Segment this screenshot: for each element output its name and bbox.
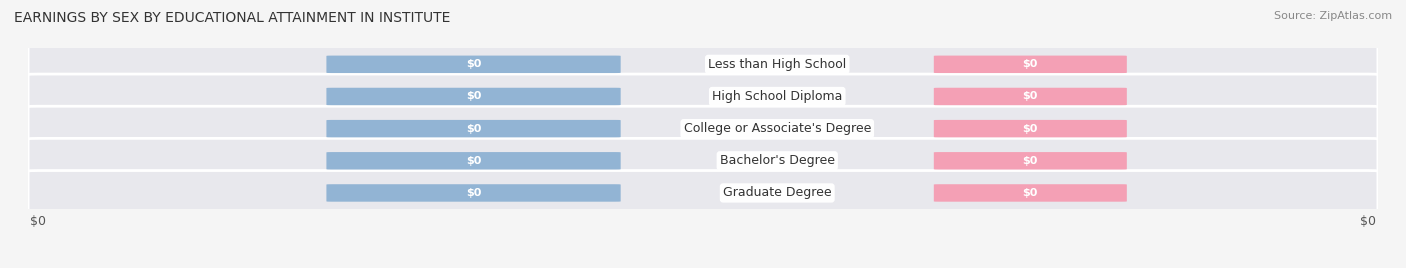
Text: $0: $0 [1022,59,1038,69]
FancyBboxPatch shape [326,55,620,73]
Text: Less than High School: Less than High School [709,58,846,71]
FancyBboxPatch shape [326,184,620,202]
FancyBboxPatch shape [28,138,1378,183]
Legend: Male, Female: Male, Female [634,263,772,268]
Text: Graduate Degree: Graduate Degree [723,187,831,199]
Text: $0: $0 [465,91,481,102]
Text: Source: ZipAtlas.com: Source: ZipAtlas.com [1274,11,1392,21]
FancyBboxPatch shape [28,42,1378,87]
Text: $0: $0 [465,156,481,166]
Text: $0: $0 [1022,91,1038,102]
FancyBboxPatch shape [28,106,1378,151]
FancyBboxPatch shape [934,184,1126,202]
Text: $0: $0 [1022,188,1038,198]
FancyBboxPatch shape [934,152,1126,170]
Text: $0: $0 [465,188,481,198]
Text: $0: $0 [1022,156,1038,166]
FancyBboxPatch shape [326,152,620,170]
FancyBboxPatch shape [326,88,620,105]
Text: $0: $0 [465,59,481,69]
Text: $0: $0 [1022,124,1038,134]
Text: Bachelor's Degree: Bachelor's Degree [720,154,835,167]
Text: $0: $0 [465,124,481,134]
FancyBboxPatch shape [28,74,1378,119]
Text: College or Associate's Degree: College or Associate's Degree [683,122,870,135]
Text: High School Diploma: High School Diploma [711,90,842,103]
FancyBboxPatch shape [326,120,620,137]
FancyBboxPatch shape [934,120,1126,137]
FancyBboxPatch shape [934,55,1126,73]
FancyBboxPatch shape [28,170,1378,215]
FancyBboxPatch shape [934,88,1126,105]
Text: EARNINGS BY SEX BY EDUCATIONAL ATTAINMENT IN INSTITUTE: EARNINGS BY SEX BY EDUCATIONAL ATTAINMEN… [14,11,450,25]
